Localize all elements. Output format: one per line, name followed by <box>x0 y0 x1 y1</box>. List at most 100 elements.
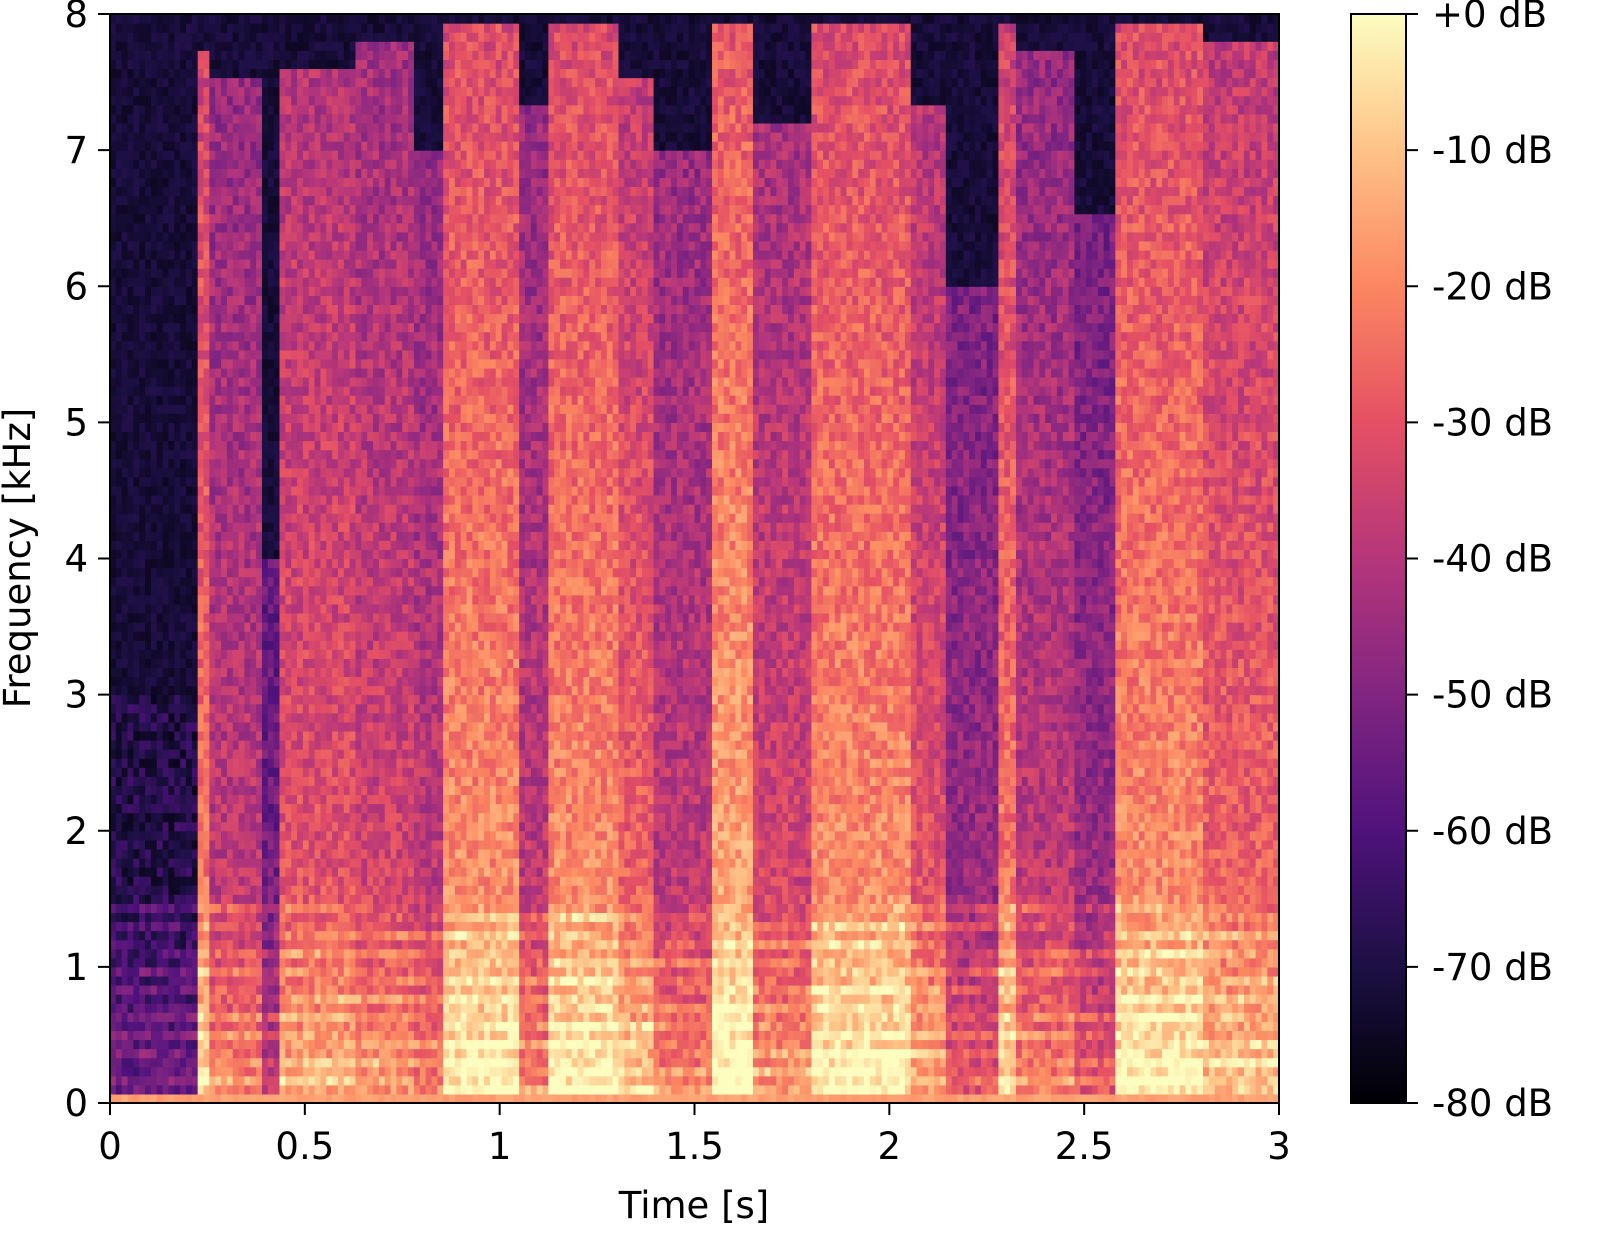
heatmap-cell <box>309 395 315 405</box>
heatmap-cell <box>145 87 151 97</box>
heatmap-cell <box>291 413 297 423</box>
heatmap-cell <box>157 286 163 296</box>
heatmap-cell <box>204 350 210 360</box>
heatmap-cell <box>256 386 262 396</box>
heatmap-cell <box>157 205 163 215</box>
heatmap-cell <box>285 59 291 69</box>
heatmap-cell <box>227 68 233 78</box>
heatmap-cell <box>168 468 174 478</box>
heatmap-cell <box>128 386 134 396</box>
heatmap-cell <box>151 949 157 959</box>
heatmap-cell <box>145 640 151 650</box>
heatmap-cell <box>280 967 286 977</box>
heatmap-cell <box>291 477 297 487</box>
heatmap-cells <box>110 14 1280 1104</box>
heatmap-cell <box>151 177 157 187</box>
heatmap-cell <box>291 468 297 478</box>
heatmap-cell <box>215 785 221 795</box>
heatmap-cell <box>180 631 186 641</box>
heatmap-cell <box>332 341 338 351</box>
heatmap-cell <box>204 667 210 677</box>
heatmap-cell <box>133 767 139 777</box>
heatmap-cell <box>221 695 227 705</box>
heatmap-cell <box>291 214 297 224</box>
heatmap-cell <box>215 268 221 278</box>
heatmap-cell <box>274 686 280 696</box>
heatmap-cell <box>268 540 274 550</box>
heatmap-cell <box>209 431 215 441</box>
heatmap-cell <box>128 78 134 88</box>
heatmap-cell <box>332 649 338 659</box>
heatmap-cell <box>320 241 326 251</box>
heatmap-cell <box>285 676 291 686</box>
heatmap-cell <box>338 377 344 387</box>
heatmap-cell <box>145 78 151 88</box>
heatmap-cell <box>350 722 356 732</box>
heatmap-cell <box>192 386 198 396</box>
heatmap-cell <box>174 286 180 296</box>
heatmap-cell <box>198 767 204 777</box>
heatmap-cell <box>320 14 326 24</box>
heatmap-cell <box>116 822 122 832</box>
heatmap-cell <box>256 431 262 441</box>
heatmap-cell <box>168 422 174 432</box>
heatmap-cell <box>256 450 262 460</box>
heatmap-cell <box>280 332 286 342</box>
heatmap-cell <box>256 595 262 605</box>
heatmap-cell <box>309 740 315 750</box>
heatmap-cell <box>116 304 122 314</box>
heatmap-cell <box>233 413 239 423</box>
heatmap-cell <box>256 1085 262 1095</box>
heatmap-cell <box>303 132 309 142</box>
heatmap-cell <box>145 840 151 850</box>
heatmap-cell <box>297 758 303 768</box>
heatmap-cell <box>174 513 180 523</box>
heatmap-cell <box>338 168 344 178</box>
heatmap-cell <box>350 1076 356 1086</box>
heatmap-cell <box>262 41 268 51</box>
heatmap-cell <box>174 232 180 242</box>
heatmap-cell <box>209 849 215 859</box>
heatmap-cell <box>274 87 280 97</box>
heatmap-cell <box>268 186 274 196</box>
heatmap-cell <box>157 159 163 169</box>
heatmap-cell <box>139 368 145 378</box>
heatmap-cell <box>350 822 356 832</box>
heatmap-cell <box>209 822 215 832</box>
heatmap-cell <box>291 286 297 296</box>
heatmap-cell <box>326 504 332 514</box>
heatmap-cell <box>192 486 198 496</box>
heatmap-cell <box>116 722 122 732</box>
heatmap-cell <box>291 1039 297 1049</box>
heatmap-cell <box>180 304 186 314</box>
heatmap-cell <box>280 323 286 333</box>
heatmap-cell <box>303 386 309 396</box>
heatmap-cell <box>320 667 326 677</box>
heatmap-cell <box>163 867 169 877</box>
heatmap-cell <box>297 259 303 269</box>
heatmap-cell <box>332 1085 338 1095</box>
heatmap-cell <box>303 958 309 968</box>
heatmap-cell <box>309 477 315 487</box>
heatmap-cell <box>344 758 350 768</box>
heatmap-cell <box>315 477 321 487</box>
heatmap-cell <box>274 640 280 650</box>
heatmap-cell <box>122 840 128 850</box>
heatmap-cell <box>157 631 163 641</box>
heatmap-cell <box>239 87 245 97</box>
heatmap-cell <box>180 223 186 233</box>
heatmap-cell <box>122 241 128 251</box>
heatmap-cell <box>122 713 128 723</box>
heatmap-cell <box>192 568 198 578</box>
heatmap-cell <box>250 922 256 932</box>
heatmap-cell <box>309 168 315 178</box>
heatmap-cell <box>239 976 245 986</box>
heatmap-cell <box>256 858 262 868</box>
heatmap-cell <box>174 223 180 233</box>
heatmap-cell <box>186 295 192 305</box>
heatmap-cell <box>285 332 291 342</box>
heatmap-cell <box>332 23 338 33</box>
heatmap-cell <box>198 404 204 414</box>
heatmap-cell <box>320 368 326 378</box>
heatmap-cell <box>186 78 192 88</box>
